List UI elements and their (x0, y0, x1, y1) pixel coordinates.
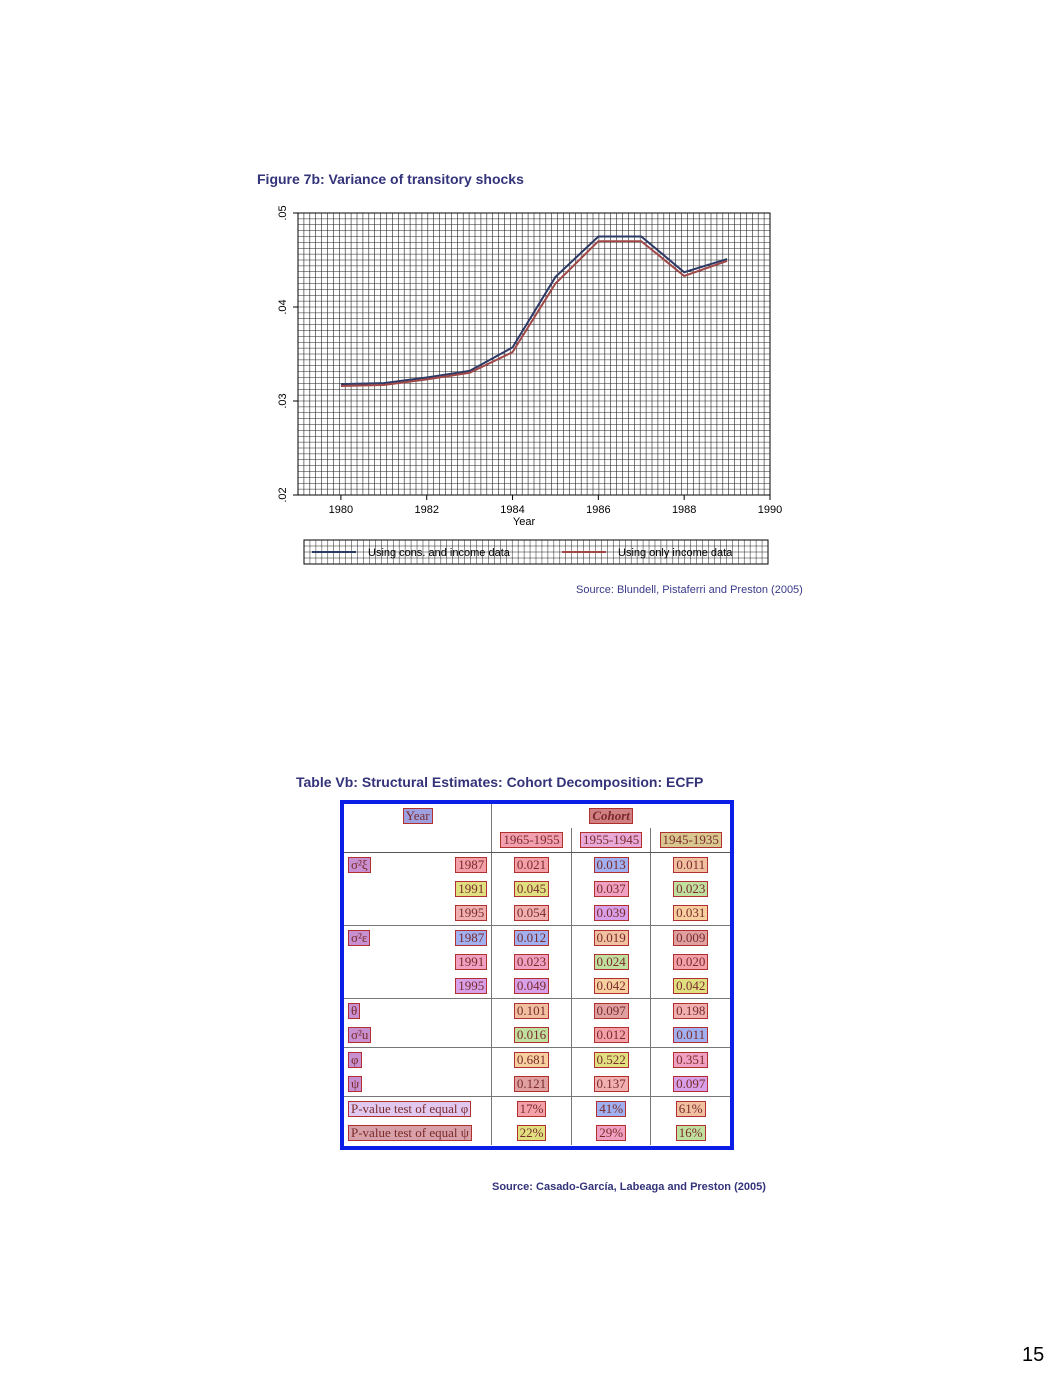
legend-grid (304, 540, 768, 564)
line-chart: 1980 1982 1984 1986 1988 1990 .02 .03 .04 .05 Year… (277, 205, 782, 565)
row-label: φ (348, 1052, 362, 1068)
x-tick-label: 1980 (329, 504, 353, 516)
cohort-label: 1965-1955 (500, 832, 563, 848)
row-label: ψ (348, 1076, 363, 1092)
table-cell: 16% (675, 1125, 706, 1141)
table-cell: 0.198 (673, 1003, 709, 1019)
row-year: 1995 (455, 978, 488, 994)
table-cell: 0.049 (513, 978, 550, 994)
estimates-table: Year Cohort 1965-1955 1955-1945 1945-193… (340, 800, 734, 1150)
table-row: P-value test of equal ψ 22% 29% 16% (344, 1121, 730, 1145)
year-header: Year (402, 808, 433, 824)
table-cell: 0.045 (513, 881, 550, 897)
table-cell: 0.011 (673, 1027, 709, 1043)
x-tick-label: 1990 (758, 504, 782, 516)
x-axis-label: Year (513, 516, 536, 528)
row-label: σ²ξ (348, 857, 371, 873)
table-cell: 0.011 (673, 857, 709, 873)
series-line (340, 235, 728, 386)
table-cell: 29% (596, 1125, 627, 1141)
table-cell: 0.031 (673, 905, 709, 921)
x-tick-label: 1984 (500, 504, 524, 516)
row-label: P-value test of equal ψ (348, 1125, 472, 1141)
row-label: θ (348, 1003, 361, 1019)
table-cell: 0.522 (593, 1052, 629, 1068)
table-row: σ²ε 1987 0.012 0.019 0.009 (344, 925, 730, 950)
table-cell: 0.012 (593, 1027, 629, 1043)
table-cell: 0.039 (593, 905, 629, 921)
table-cell: 0.054 (513, 905, 550, 921)
y-tick-label: .05 (277, 205, 289, 220)
table-row: φ 0.681 0.522 0.351 (344, 1047, 730, 1072)
figure-title: Figure 7b: Variance of transitory shocks (257, 171, 524, 187)
cohort-row: 1965-1955 1955-1945 1945-1935 (344, 828, 730, 853)
table-cell: 0.024 (593, 954, 629, 970)
table-cell: 0.097 (673, 1076, 709, 1092)
grid-lines (298, 213, 770, 495)
table-source: Source: Casado-García, Labeaga and Prest… (492, 1181, 766, 1193)
cohort-label: 1945-1935 (659, 832, 722, 848)
table-cell: 0.023 (513, 954, 550, 970)
table-row: 1991 0.045 0.037 0.023 (344, 877, 730, 901)
legend-label: Using cons. and income data (368, 547, 511, 559)
row-year: 1987 (455, 857, 488, 873)
x-tick-label: 1986 (586, 504, 610, 516)
row-label: σ²ε (348, 930, 371, 946)
table-cell: 22% (516, 1125, 547, 1141)
table-cell: 0.137 (593, 1076, 629, 1092)
table-cell: 0.097 (593, 1003, 629, 1019)
table-row: σ²ξ 1987 0.021 0.013 0.011 (344, 852, 730, 877)
row-label: σ²u (348, 1027, 372, 1043)
table-row: θ 0.101 0.097 0.198 (344, 998, 730, 1023)
table-cell: 0.121 (513, 1076, 550, 1092)
y-tick-label: .03 (277, 393, 289, 408)
table-cell: 0.023 (673, 881, 709, 897)
table-row: 1995 0.049 0.042 0.042 (344, 974, 730, 999)
table-cell: 0.021 (513, 857, 550, 873)
y-tick-label: .04 (277, 299, 289, 314)
table-cell: 41% (596, 1101, 627, 1117)
table-row: 1991 0.023 0.024 0.020 (344, 950, 730, 974)
table-cell: 0.037 (593, 881, 629, 897)
table-cell: 0.042 (673, 978, 709, 994)
table-row: σ²u 0.016 0.012 0.011 (344, 1023, 730, 1048)
row-year: 1995 (455, 905, 488, 921)
table-cell: 61% (675, 1101, 706, 1117)
table-row: ψ 0.121 0.137 0.097 (344, 1072, 730, 1097)
legend-label: Using only income data (618, 547, 733, 559)
x-tick-label: 1982 (414, 504, 438, 516)
table-cell: 0.016 (513, 1027, 550, 1043)
table-title: Table Vb: Structural Estimates: Cohort D… (296, 774, 704, 790)
table-cell: 0.012 (513, 930, 550, 946)
table-cell: 0.009 (673, 930, 709, 946)
table-cell: 0.020 (673, 954, 709, 970)
row-year: 1991 (455, 881, 488, 897)
cohort-label: 1955-1945 (579, 832, 643, 848)
table-cell: 17% (516, 1101, 547, 1117)
table-header-row: Year Cohort (344, 804, 730, 828)
table-row: 1995 0.054 0.039 0.031 (344, 901, 730, 926)
row-year: 1991 (455, 954, 488, 970)
table-row: P-value test of equal φ 17% 41% 61% (344, 1096, 730, 1121)
table-cell: 0.101 (513, 1003, 550, 1019)
x-tick-label: 1988 (672, 504, 696, 516)
table-cell: 0.019 (593, 930, 629, 946)
row-year: 1987 (455, 930, 488, 946)
row-label: P-value test of equal φ (348, 1101, 472, 1117)
table-cell: 0.351 (673, 1052, 709, 1068)
table-cell: 0.681 (513, 1052, 550, 1068)
cohort-header: Cohort (589, 808, 633, 824)
figure-source: Source: Blundell, Pistaferri and Preston… (576, 584, 803, 596)
page-number: 15 (1022, 1344, 1045, 1366)
y-tick-label: .02 (277, 487, 289, 502)
table-cell: 0.013 (593, 857, 629, 873)
chart-area: 1980 1982 1984 1986 1988 1990 .02 .03 .04 .05 Year… (262, 205, 802, 585)
series-line (340, 240, 728, 387)
table-cell: 0.042 (593, 978, 629, 994)
